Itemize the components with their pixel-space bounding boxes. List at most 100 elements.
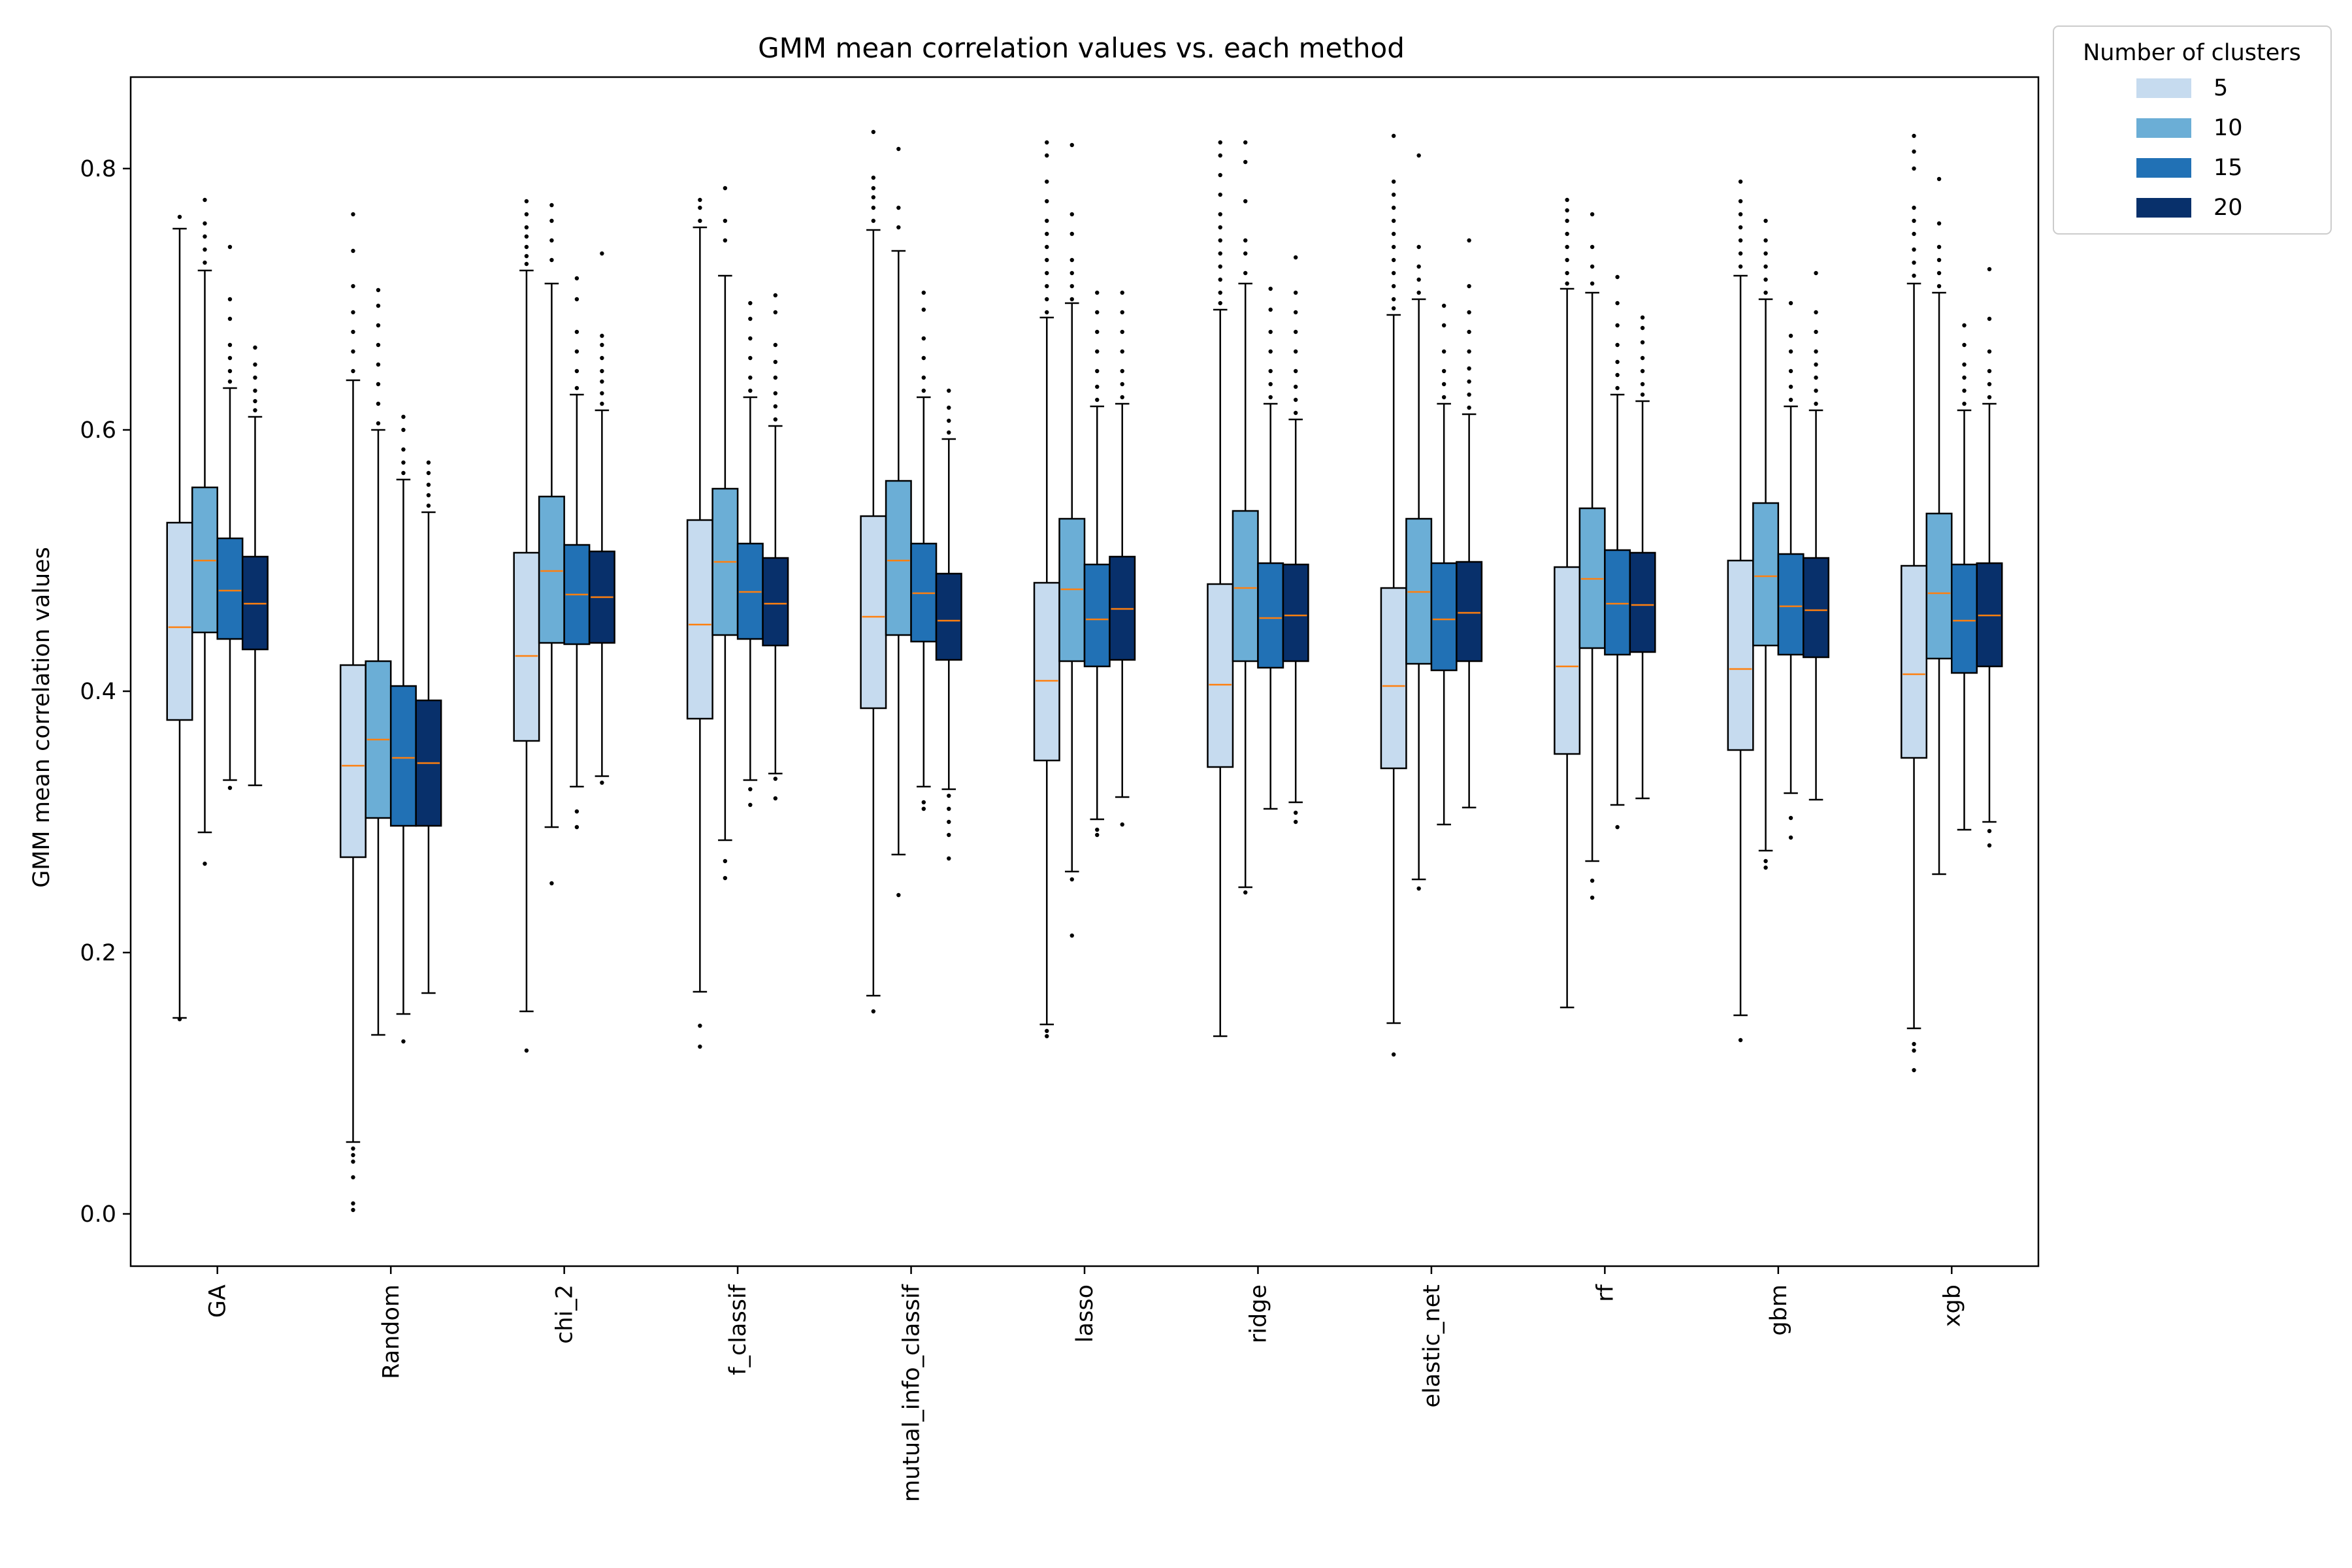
outlier-point [401,414,406,419]
outlier-point [1391,244,1396,250]
outlier-point [871,205,876,210]
outlier-point [871,129,876,135]
outlier-point [1218,192,1222,197]
outlier-point [1095,368,1100,374]
outlier-point [1987,395,1992,400]
outlier-point [773,417,778,422]
plot-area: 0.0 0.2 0.4 0.6 0.8 GA Random chi_2 f_classif mut… [80,76,2040,1502]
outlier-point [1987,843,1992,848]
outlier-point [1763,238,1768,243]
outlier-point [1218,172,1222,178]
outlier-point [1962,362,1967,367]
box [860,515,887,710]
y-tick-label: 0.2 [80,940,116,966]
outlier-point [1416,290,1421,295]
outlier-point [947,793,951,798]
outlier-point [351,248,355,253]
box [1207,583,1234,768]
outlier-point [947,388,951,393]
outlier-point [723,186,728,191]
outlier-point [1120,368,1124,374]
outlier-point [1243,270,1248,276]
outlier-point [698,205,702,210]
outlier-point [773,404,778,409]
outlier-point [1391,231,1396,237]
outlier-point [1912,273,1916,278]
outlier-point [1565,281,1569,286]
outlier-point [376,323,381,328]
legend-swatch [2136,78,2191,98]
outlier-point [1045,140,1049,145]
y-tick-label: 0.8 [80,156,116,182]
box [1629,551,1656,653]
outlier-point [1565,197,1569,203]
box [389,685,417,827]
outlier-point [1912,149,1916,154]
outlier-point [1962,342,1967,348]
outlier-point [1293,397,1298,402]
outlier-point [1814,375,1818,380]
outlier-point [1045,179,1049,184]
outlier-point [1788,397,1793,402]
outlier-point [1987,316,1992,321]
outlier-point [1293,310,1298,315]
outlier-point [1070,257,1074,263]
outlier-point [1565,218,1569,223]
outlier-point [947,856,951,861]
outlier-point [1070,284,1074,289]
outlier-point [1763,277,1768,282]
outlier-point [1590,212,1595,217]
outlier-point [1441,323,1446,328]
outlier-point [203,861,207,866]
outlier-point [1738,251,1743,256]
outlier-point [1416,244,1421,250]
outlier-point [1218,264,1222,269]
box [538,495,565,644]
outlier-point [1268,382,1273,387]
legend-frame [2053,25,2332,235]
outlier-point [1120,310,1124,315]
outlier-point [1268,286,1273,291]
outlier-point [574,329,580,335]
outlier-point [574,297,580,302]
outlier-point [1120,290,1124,295]
outlier-point [549,257,554,263]
outlier-point [1391,192,1396,197]
outlier-point [1218,140,1222,145]
outlier-point [1962,388,1967,393]
outlier-point [549,203,554,208]
outlier-point [253,408,257,413]
outlier-point [1565,244,1569,250]
box [1380,587,1407,770]
outlier-point [1912,1068,1916,1073]
outlier-point [1738,212,1743,217]
outlier-point [253,345,257,350]
outlier-point [698,1044,702,1049]
outlier-point [1640,368,1645,374]
outlier-point [1391,270,1396,276]
outlier-point [1788,349,1793,354]
box [1925,512,1953,660]
outlier-point [1045,257,1049,263]
y-axis-title: GMM mean correlation values [29,547,55,888]
outlier-point [1814,349,1818,354]
outlier-point [871,1009,876,1014]
outlier-point [524,244,529,250]
outlier-point [1045,270,1049,276]
outlier-point [947,819,951,825]
outlier-point [401,427,406,433]
outlier-point [1467,238,1471,243]
outlier-point [1391,133,1396,139]
outlier-point [227,342,233,348]
outlier-point [426,503,431,508]
outlier-point [1936,244,1942,250]
outlier-point [227,785,233,791]
outlier-point [376,401,381,406]
outlier-point [253,362,257,367]
outlier-point [1565,208,1569,213]
outlier-point [1590,878,1595,883]
outlier-point [376,287,381,293]
outlier-point [376,342,381,348]
outlier-point [351,1152,355,1158]
box [1282,563,1309,662]
